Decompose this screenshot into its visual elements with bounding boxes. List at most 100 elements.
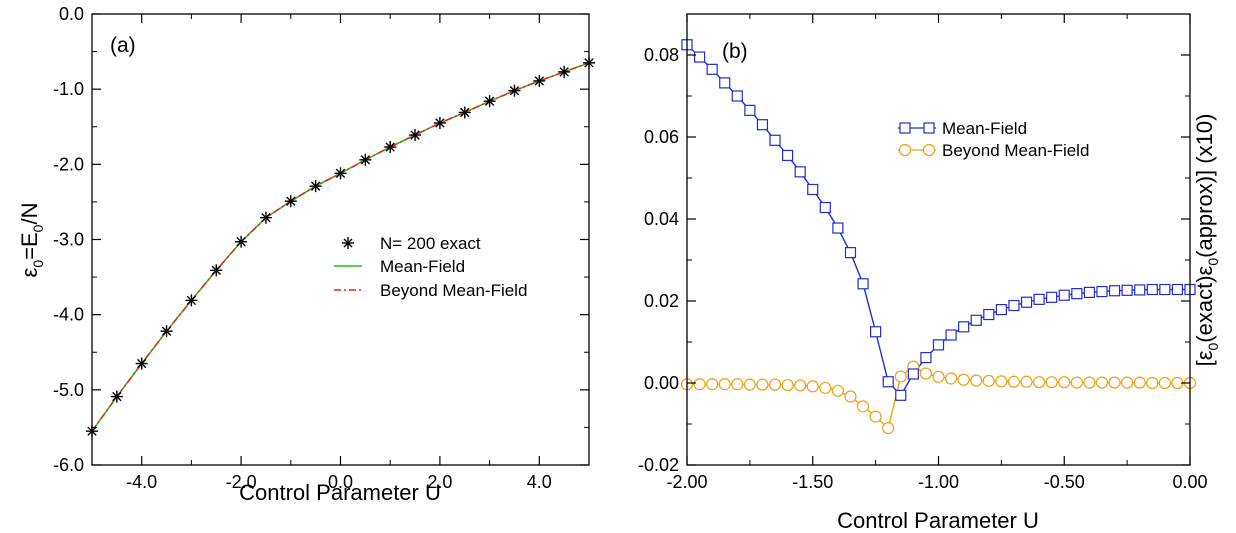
series-b-beyond-mean-field-point (1007, 375, 1021, 388)
asterisk-stroke (261, 213, 271, 223)
series-b-beyond-mean-field-point (1020, 375, 1033, 388)
series-b-beyond-mean-field-point (831, 384, 845, 397)
series-b-beyond-mean-field-point (1158, 376, 1171, 390)
series-b-beyond-mean-field-point (806, 380, 819, 393)
panel-a-ytick-label: -3.0 (53, 230, 84, 250)
series-b-mean-field-point (1171, 283, 1184, 296)
panel-a-xtick-label: 2.0 (427, 472, 452, 492)
series-b-mean-field-point (1096, 285, 1108, 298)
series-b-mean-field-point (1046, 291, 1058, 303)
series-b-mean-field-point (706, 63, 718, 75)
series-a-exact-point (235, 235, 248, 248)
legend-b-beyond-marker-left (898, 143, 912, 157)
series-a-exact-point (558, 65, 571, 78)
series-a-exact-point (185, 294, 198, 307)
series-b-mean-field-point (1020, 296, 1033, 308)
series-a-exact-point (458, 106, 471, 119)
asterisk-stroke (310, 181, 321, 191)
asterisk-stroke (236, 237, 246, 247)
panel-a-ytick-label: -5.0 (53, 380, 84, 400)
series-b-beyond-mean-field-point (743, 378, 756, 391)
series-b-mean-field-point (1121, 284, 1133, 296)
series-b-beyond-mean-field-point (894, 370, 907, 383)
panel-b-ytick-label: 0.00 (644, 373, 679, 393)
asterisk-stroke (360, 155, 371, 165)
series-a-exact-point (259, 211, 272, 224)
series-b-beyond-mean-field-point (982, 374, 995, 388)
panel-a-ytick-label: -6.0 (53, 455, 84, 475)
series-b-beyond-mean-field-point (693, 378, 706, 391)
series-b-mean-field-point (693, 51, 706, 63)
series-b-beyond-mean-field-point (1083, 376, 1096, 389)
series-b-mean-field-point (995, 304, 1007, 316)
legend-a-beyond-label: Beyond Mean-Field (380, 281, 527, 300)
panel-a-xtick-label: 4.0 (527, 472, 552, 492)
series-b-beyond-mean-field-point (1108, 376, 1121, 389)
panel-b-ticks: -2.00 -1.50 -1.00 -0.50 0.00 -0.02 0.00 0.02 0.0… (638, 14, 1208, 492)
panel-a-y-axis-tail: /N (17, 203, 42, 225)
series-b-mean-field-point (1108, 285, 1121, 297)
series-a-exact-point (508, 84, 521, 97)
series-a-exact-point (483, 95, 496, 108)
panel-b-xtick-label: -1.50 (792, 472, 833, 492)
series-a-mean-field-line (91, 62, 590, 432)
series-b-beyond-mean-field-point (970, 374, 983, 387)
panel-a-y-axis-title: ε0=E0/N (17, 203, 46, 278)
series-b-beyond-mean-field-point (869, 410, 882, 423)
series-b-mean-field-point (1146, 283, 1158, 296)
panel-a-ticks: -4.0 -2.0 0.0 2.0 4.0 0.0 -1.0 -2.0 -3.0 -4.0 -5.0… (53, 4, 590, 492)
panel-a-y-axis-sub0: 0 (30, 260, 46, 268)
series-b-mean-field-point (945, 329, 957, 341)
series-b-mean-field-point (756, 119, 769, 131)
panel-b-x-axis-title: Control Parameter U (837, 508, 1039, 533)
asterisk-stroke (410, 130, 420, 140)
panel-b-y-axis-sub1: 0 (1205, 258, 1221, 266)
panel-a-y-axis-mid: =E (17, 232, 42, 260)
panel-b-plot-content (680, 39, 1197, 435)
series-b-mean-field-point (870, 326, 882, 338)
panel-b-legend: Mean-Field Beyond Mean-Field (898, 119, 1089, 160)
series-b-beyond-mean-field-point (819, 381, 832, 395)
series-a-exact-point (433, 116, 446, 129)
series-b-beyond-mean-field-point (731, 378, 744, 391)
panel-b-ytick-label: 0.04 (644, 209, 679, 229)
panel-b-ytick-label: 0.02 (644, 291, 679, 311)
panel-b-ytick-label: 0.08 (644, 45, 679, 65)
series-a-exact-point (409, 129, 422, 142)
series-b-mean-field-point (807, 183, 819, 196)
series-b-beyond-mean-field-point (932, 370, 945, 383)
series-b-mean-field-point (907, 368, 919, 380)
series-b-mean-field-point (731, 90, 743, 102)
series-b-beyond-mean-field-point (957, 373, 970, 386)
legend-b-mean-field-label: Mean-Field (942, 119, 1027, 138)
series-a-exact-point (309, 180, 322, 193)
series-b-mean-field-point (895, 389, 907, 401)
asterisk-stroke (534, 76, 544, 86)
series-b-beyond-mean-field-point (1058, 376, 1071, 389)
series-a-exact-point (359, 153, 372, 166)
asterisk-stroke (137, 358, 147, 369)
series-b-beyond-mean-field-point (756, 378, 769, 391)
panel-a-x-axis-title: Control Parameter U (239, 480, 441, 505)
panel-a-plot-content (86, 56, 595, 438)
legend-b-mean-field-marker-left (899, 122, 911, 134)
asterisk-stroke (335, 168, 346, 179)
series-b-mean-field-point (844, 247, 857, 259)
asterisk-stroke (286, 196, 296, 206)
series-a-exact-point (160, 325, 173, 338)
panel-b-frame (686, 13, 1191, 466)
series-b-beyond-mean-field-point (718, 378, 731, 391)
series-a-exact-point (533, 74, 546, 87)
asterisk-stroke (460, 107, 470, 118)
legend-b-beyond-marker-right (922, 143, 936, 157)
series-b-mean-field-point (970, 314, 982, 326)
series-b-beyond-mean-field-point (794, 379, 807, 392)
series-a-beyond-mean-field-line (91, 62, 590, 432)
series-a-exact-point (284, 195, 297, 208)
series-b-mean-field-point (920, 351, 932, 364)
series-b-beyond-mean-field-point (1133, 376, 1146, 389)
panel-a-ytick-label: -2.0 (53, 154, 84, 174)
series-b-beyond-mean-field-point (706, 378, 719, 391)
asterisk-stroke (161, 326, 172, 336)
